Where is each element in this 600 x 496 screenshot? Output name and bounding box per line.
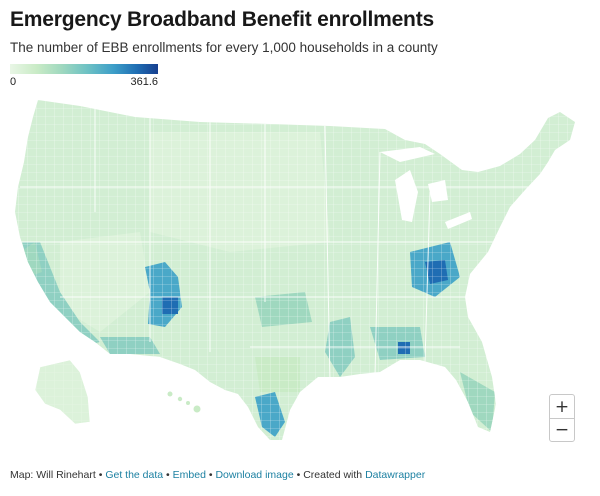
footer-separator: • [166, 469, 170, 481]
created-with-label: Created with [303, 469, 363, 481]
legend-max-label: 361.6 [130, 76, 158, 88]
footer-source: Map: Will Rinehart [10, 469, 96, 481]
county-shading-layer [15, 100, 575, 440]
region-carolinas [470, 287, 500, 330]
get-the-data-link[interactable]: Get the data [105, 469, 164, 481]
zoom-in-button[interactable]: + [550, 395, 574, 419]
datawrapper-link[interactable]: Datawrapper [365, 469, 426, 481]
footer-separator: • [98, 469, 103, 481]
footer-separator: • [208, 469, 213, 481]
lake-michigan [395, 170, 418, 222]
embed-link[interactable]: Embed [172, 469, 206, 481]
lake-erie [445, 212, 472, 229]
hawaii [167, 391, 201, 413]
lake-superior [380, 147, 435, 162]
footer-separator: • [296, 469, 301, 481]
map-title: Emergency Broadband Benefit enrollments [10, 8, 434, 31]
state-borders [20, 107, 560, 383]
footer: Map: Will Rinehart • Get the data • Embe… [10, 469, 425, 481]
map-subtitle: The number of EBB enrollments for every … [10, 40, 438, 55]
zoom-out-button[interactable]: − [554, 419, 570, 440]
us-county-choropleth-map[interactable] [0, 92, 600, 452]
download-image-link[interactable]: Download image [215, 469, 294, 481]
lake-huron [428, 180, 448, 202]
legend-min-label: 0 [10, 76, 17, 88]
color-legend: 0 361.6 [10, 64, 160, 90]
zoom-controls: + − [549, 394, 575, 442]
legend-gradient [10, 64, 158, 74]
